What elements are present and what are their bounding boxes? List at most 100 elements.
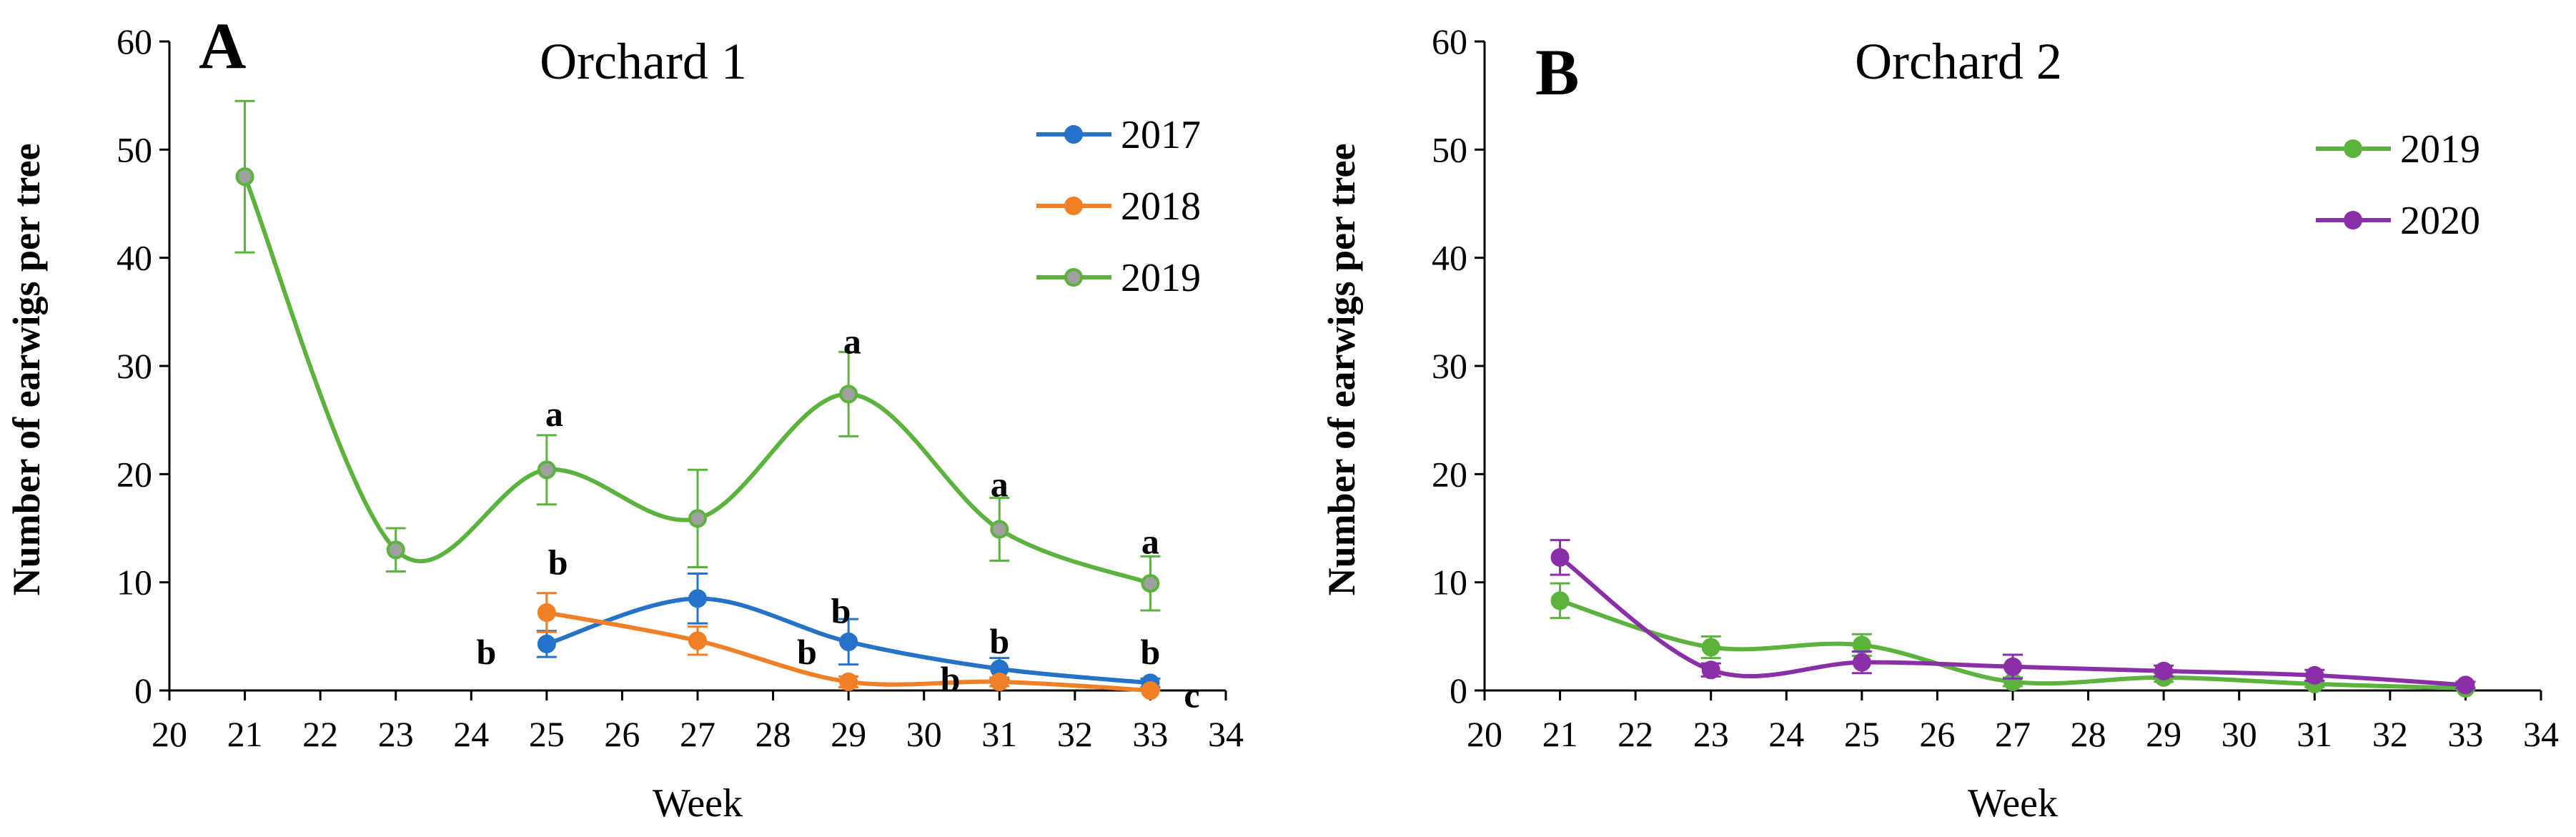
x-tick-label: 34 (2523, 714, 2559, 754)
chart-panel-B: 0 10 20 30 40 50 60 20 21 22 23 24 25 26 27 28 29 30 31 32 3… (1320, 21, 2559, 826)
legend-label: 2019 (2400, 127, 2480, 172)
legend-entry-2018: 2018 (1036, 184, 1201, 229)
data-point (386, 540, 405, 560)
legend-entry-2017: 2017 (1036, 113, 1201, 157)
x-tick-label: 20 (152, 714, 187, 754)
y-tick-label: 60 (1432, 21, 1467, 61)
x-tick-label: 31 (981, 714, 1017, 754)
legend-label: 2017 (1121, 113, 1201, 157)
significance-label: b (989, 621, 1009, 661)
legend-label: 2020 (2400, 199, 2480, 243)
x-tick-label: 21 (227, 714, 263, 754)
significance-label: b (1141, 632, 1161, 672)
x-axis-title: Week (1968, 781, 2058, 826)
y-tick-label: 20 (117, 454, 152, 494)
data-point (688, 509, 707, 528)
x-tick-label: 34 (1208, 714, 1244, 754)
y-tick-label: 40 (1432, 238, 1467, 278)
data-point (1141, 681, 1160, 700)
x-tick-label: 27 (680, 714, 715, 754)
legend-entry-2020: 2020 (2316, 199, 2480, 243)
data-point (839, 632, 858, 651)
series-2020 (1550, 539, 2476, 695)
y-tick-label: 40 (117, 238, 152, 278)
x-tick-label: 28 (2071, 714, 2106, 754)
x-tick-label: 28 (756, 714, 791, 754)
legend-entry-2019: 2019 (2316, 127, 2480, 172)
data-point (839, 385, 858, 404)
x-tick-label: 20 (1467, 714, 1502, 754)
y-tick-label: 0 (134, 670, 152, 710)
significance-label: b (797, 632, 817, 672)
data-point (2003, 657, 2022, 676)
data-point (2305, 665, 2324, 685)
data-point (537, 634, 556, 653)
y-tick-label: 10 (117, 563, 152, 603)
data-point (1701, 660, 1720, 680)
data-point (2154, 661, 2174, 680)
series-2018 (536, 592, 1161, 700)
y-tick-label: 60 (117, 21, 152, 61)
data-point (990, 520, 1009, 539)
data-point (688, 589, 707, 608)
legend-marker (1064, 197, 1083, 215)
significance-label: b (831, 591, 851, 631)
y-tick-label: 0 (1450, 670, 1467, 710)
legend-marker (1064, 125, 1083, 144)
x-tick-label: 27 (1995, 714, 2031, 754)
legend-label: 2019 (1121, 256, 1201, 300)
significance-label: a (843, 322, 861, 362)
x-tick-label: 33 (2447, 714, 2483, 754)
data-point (1141, 574, 1160, 593)
significance-label: a (991, 464, 1009, 504)
y-axis-title: Number of earwigs per tree (5, 144, 48, 596)
y-tick-label: 10 (1432, 563, 1467, 603)
data-point (1701, 638, 1720, 657)
data-point (537, 460, 556, 480)
legend-marker (2344, 139, 2362, 158)
series-line (242, 176, 1151, 586)
x-tick-label: 30 (2221, 714, 2257, 754)
x-tick-label: 24 (453, 714, 489, 754)
x-axis-title: Week (653, 781, 743, 826)
y-tick-label: 50 (1432, 129, 1467, 169)
x-tick-label: 24 (1768, 714, 1804, 754)
series-2019 (234, 99, 1161, 612)
data-point (688, 631, 707, 650)
data-point (1852, 653, 1871, 672)
legend-label: 2018 (1121, 184, 1201, 229)
panel-title: Orchard 2 (1855, 33, 2062, 90)
significance-label: a (545, 394, 563, 434)
data-point (235, 167, 254, 187)
y-tick-label: 50 (117, 129, 152, 169)
x-tick-label: 25 (529, 714, 565, 754)
x-tick-label: 22 (302, 714, 338, 754)
y-tick-label: 30 (117, 346, 152, 386)
y-axis-title: Number of earwigs per tree (1320, 144, 1363, 596)
significance-label: b (548, 542, 568, 582)
x-tick-label: 32 (2372, 714, 2408, 754)
data-point (1550, 548, 1570, 567)
legend-entry-2019: 2019 (1036, 256, 1201, 300)
panel-letter: A (199, 9, 246, 82)
chart-panel-A: 0 10 20 30 40 50 60 20 21 22 23 24 25 26 27 28 29 30 31 32 3… (5, 9, 1244, 826)
x-tick-label: 26 (604, 714, 640, 754)
x-tick-label: 31 (2297, 714, 2332, 754)
y-tick-label: 30 (1432, 346, 1467, 386)
x-tick-label: 33 (1132, 714, 1168, 754)
data-point (537, 603, 556, 623)
panel-title: Orchard 1 (540, 33, 747, 90)
x-tick-label: 30 (906, 714, 942, 754)
legend-marker (2344, 211, 2362, 229)
x-tick-label: 25 (1844, 714, 1880, 754)
x-tick-label: 32 (1057, 714, 1093, 754)
data-point (2456, 675, 2475, 695)
x-tick-label: 26 (1919, 714, 1955, 754)
legend-marker (1064, 268, 1083, 287)
data-point (1550, 591, 1570, 610)
x-tick-label: 23 (1693, 714, 1729, 754)
data-point (839, 672, 858, 691)
x-tick-label: 23 (378, 714, 414, 754)
data-point (990, 672, 1009, 691)
